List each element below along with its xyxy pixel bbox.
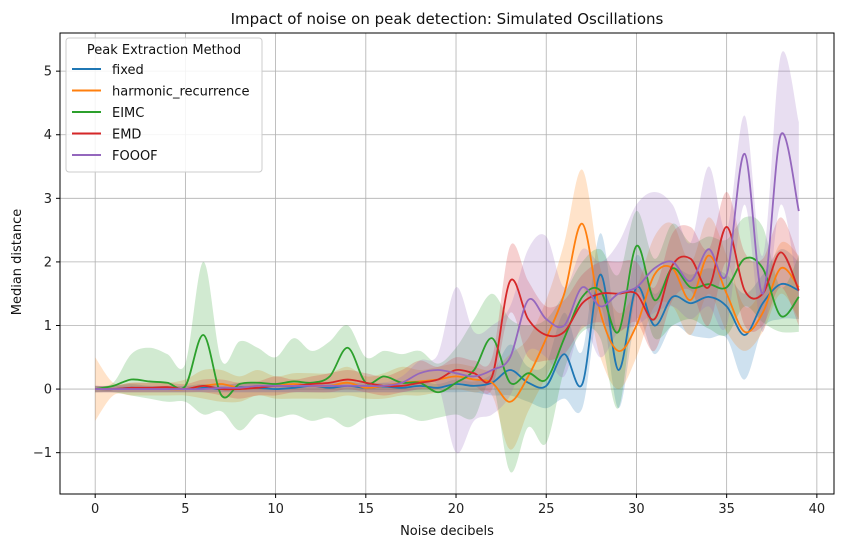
- line-EIMC: [95, 245, 800, 399]
- legend-label-harmonic_recurrence: harmonic_recurrence: [112, 85, 249, 100]
- y-tick-label: 0: [44, 383, 52, 398]
- legend-label-FOOOF: FOOOF: [112, 149, 158, 164]
- legend-title: Peak Extraction Method: [87, 43, 241, 58]
- x-tick-label: 15: [358, 502, 375, 517]
- band-FOOOF: [95, 51, 799, 454]
- x-axis-label: Noise decibels: [400, 524, 494, 539]
- y-axis-label: Median distance: [10, 209, 25, 316]
- x-tick-label: 25: [538, 502, 555, 517]
- y-tick-label: 1: [44, 319, 52, 334]
- band-fixed: [95, 233, 799, 414]
- legend-label-EIMC: EIMC: [112, 106, 144, 121]
- x-tick-label: 35: [718, 502, 735, 517]
- plot-frame: [59, 32, 835, 495]
- y-tick-label: 4: [44, 128, 52, 143]
- legend-label-EMD: EMD: [112, 128, 141, 143]
- y-tick-label: 3: [44, 192, 52, 207]
- y-tick-label: 2: [44, 255, 52, 270]
- legend: Peak Extraction Method fixed harmonic_rec…: [65, 37, 263, 173]
- y-tick-label: 5: [44, 65, 52, 80]
- band-harmonic_recurrence: [95, 169, 799, 450]
- axis-ticks: 0 5 10 15 20 25 30 35 40 −1 0 1 2 3 4 5: [33, 65, 825, 517]
- band-EIMC: [95, 210, 799, 473]
- x-tick-label: 5: [181, 502, 189, 517]
- x-tick-label: 10: [267, 502, 284, 517]
- legend-label-fixed: fixed: [112, 63, 144, 78]
- x-tick-label: 0: [91, 502, 99, 517]
- series-lines: [95, 132, 800, 403]
- x-tick-label: 20: [448, 502, 465, 517]
- y-tick-label: −1: [33, 446, 52, 461]
- band-EMD: [95, 191, 799, 399]
- x-tick-label: 30: [628, 502, 645, 517]
- chart-title: Impact of noise on peak detection: Simul…: [231, 10, 664, 28]
- line-FOOOF: [95, 132, 800, 391]
- line-harmonic_recurrence: [95, 222, 800, 403]
- legend-box: [65, 37, 263, 173]
- x-tick-label: 40: [809, 502, 826, 517]
- confidence-bands: [95, 51, 799, 473]
